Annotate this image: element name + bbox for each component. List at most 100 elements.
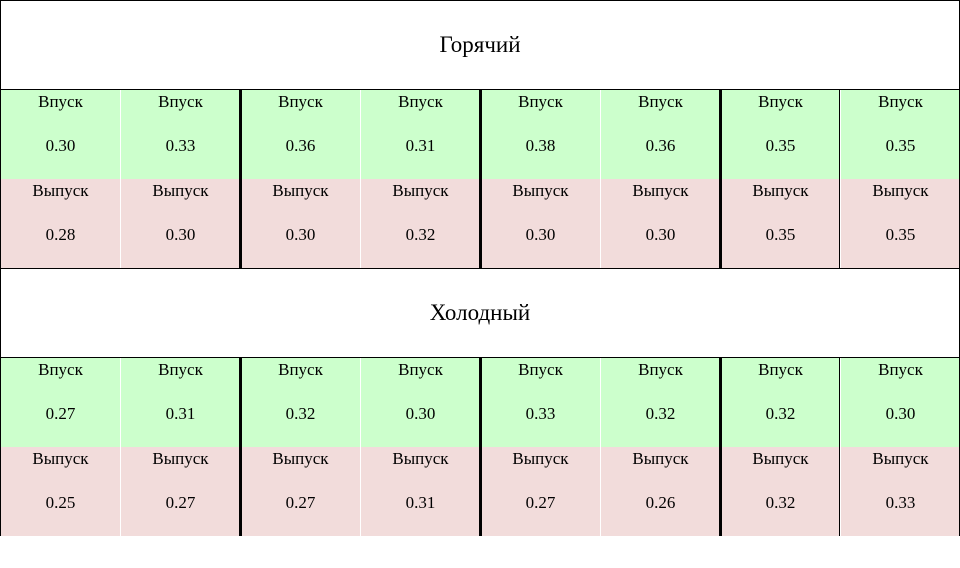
table-cell: Выпуск 0.30 <box>240 179 360 268</box>
table-cell: Выпуск 0.25 <box>0 447 120 536</box>
table-cell: Впуск 0.30 <box>360 358 480 447</box>
cell-value: 0.35 <box>765 136 796 155</box>
cell-value: 0.32 <box>645 404 676 423</box>
table-cell: Впуск 0.33 <box>480 358 600 447</box>
table-cell: Выпуск 0.26 <box>600 447 720 536</box>
cell-value: 0.31 <box>405 493 436 512</box>
section-title: Холодный <box>0 268 960 358</box>
cell-label: Впуск <box>38 360 83 379</box>
cell-value: 0.33 <box>165 136 196 155</box>
cell-label: Впуск <box>878 92 923 111</box>
cell-value: 0.32 <box>765 404 796 423</box>
cell-label: Выпуск <box>152 181 209 200</box>
column-divider <box>719 90 722 268</box>
cell-label: Впуск <box>38 92 83 111</box>
cell-label: Выпуск <box>512 449 569 468</box>
cell-label: Впуск <box>398 360 443 379</box>
table-cell: Впуск 0.35 <box>720 90 840 179</box>
cell-value: 0.36 <box>645 136 676 155</box>
cell-label: Впуск <box>878 360 923 379</box>
cell-value: 0.25 <box>45 493 76 512</box>
cell-label: Впуск <box>518 360 563 379</box>
table-cell: Впуск 0.31 <box>120 358 240 447</box>
cell-label: Выпуск <box>512 181 569 200</box>
cell-label: Выпуск <box>152 449 209 468</box>
cell-value: 0.31 <box>405 136 436 155</box>
table-cell: Впуск 0.32 <box>600 358 720 447</box>
cell-label: Выпуск <box>752 449 809 468</box>
cell-value: 0.30 <box>525 225 556 244</box>
cell-value: 0.27 <box>525 493 556 512</box>
table-cell: Впуск 0.30 <box>0 90 120 179</box>
cell-label: Впуск <box>278 92 323 111</box>
cell-value: 0.28 <box>45 225 76 244</box>
cell-label: Выпуск <box>872 449 929 468</box>
cell-label: Впуск <box>758 92 803 111</box>
table-cell: Выпуск 0.27 <box>240 447 360 536</box>
table-cell: Выпуск 0.27 <box>120 447 240 536</box>
table-cell: Выпуск 0.28 <box>0 179 120 268</box>
cell-value: 0.30 <box>45 136 76 155</box>
cell-label: Выпуск <box>632 449 689 468</box>
cell-value: 0.32 <box>285 404 316 423</box>
cell-value: 0.38 <box>525 136 556 155</box>
cell-value: 0.35 <box>885 136 916 155</box>
cell-value: 0.27 <box>165 493 196 512</box>
table-cell: Выпуск 0.32 <box>360 179 480 268</box>
cell-value: 0.35 <box>885 225 916 244</box>
cell-value: 0.27 <box>45 404 76 423</box>
cell-label: Выпуск <box>32 181 89 200</box>
column-divider <box>239 90 242 268</box>
section-title: Горячий <box>0 0 960 90</box>
cell-value: 0.33 <box>885 493 916 512</box>
table-cell: Выпуск 0.27 <box>480 447 600 536</box>
table-cell: Выпуск 0.30 <box>480 179 600 268</box>
column-divider <box>479 358 482 536</box>
cell-label: Выпуск <box>392 449 449 468</box>
cell-label: Впуск <box>158 360 203 379</box>
table-cell: Выпуск 0.35 <box>840 179 960 268</box>
cell-label: Впуск <box>158 92 203 111</box>
cell-value: 0.30 <box>405 404 436 423</box>
cell-value: 0.30 <box>885 404 916 423</box>
table-cell: Выпуск 0.30 <box>600 179 720 268</box>
cell-label: Выпуск <box>632 181 689 200</box>
table-cell: Выпуск 0.30 <box>120 179 240 268</box>
cell-label: Впуск <box>638 360 683 379</box>
cell-label: Впуск <box>758 360 803 379</box>
cell-label: Впуск <box>638 92 683 111</box>
table-cell: Впуск 0.38 <box>480 90 600 179</box>
cell-value: 0.32 <box>765 493 796 512</box>
column-divider <box>239 358 242 536</box>
table-cell: Впуск 0.27 <box>0 358 120 447</box>
cell-value: 0.30 <box>645 225 676 244</box>
column-divider <box>839 358 840 536</box>
cell-value: 0.30 <box>165 225 196 244</box>
cell-label: Впуск <box>398 92 443 111</box>
table-cell: Впуск 0.32 <box>720 358 840 447</box>
column-divider <box>839 90 840 268</box>
cell-value: 0.32 <box>405 225 436 244</box>
cell-value: 0.27 <box>285 493 316 512</box>
table-cell: Впуск 0.33 <box>120 90 240 179</box>
table-cell: Впуск 0.36 <box>600 90 720 179</box>
table-cell: Впуск 0.30 <box>840 358 960 447</box>
cell-label: Выпуск <box>32 449 89 468</box>
table-cell: Выпуск 0.35 <box>720 179 840 268</box>
cell-label: Выпуск <box>752 181 809 200</box>
cell-label: Выпуск <box>272 449 329 468</box>
table-cell: Впуск 0.36 <box>240 90 360 179</box>
cell-label: Выпуск <box>872 181 929 200</box>
cell-value: 0.30 <box>285 225 316 244</box>
table-cell: Выпуск 0.33 <box>840 447 960 536</box>
table-cell: Впуск 0.32 <box>240 358 360 447</box>
cell-label: Впуск <box>518 92 563 111</box>
table-cell: Впуск 0.35 <box>840 90 960 179</box>
cell-label: Выпуск <box>392 181 449 200</box>
cell-label: Впуск <box>278 360 323 379</box>
column-divider <box>719 358 722 536</box>
table-cell: Выпуск 0.31 <box>360 447 480 536</box>
cell-value: 0.26 <box>645 493 676 512</box>
cell-value: 0.36 <box>285 136 316 155</box>
